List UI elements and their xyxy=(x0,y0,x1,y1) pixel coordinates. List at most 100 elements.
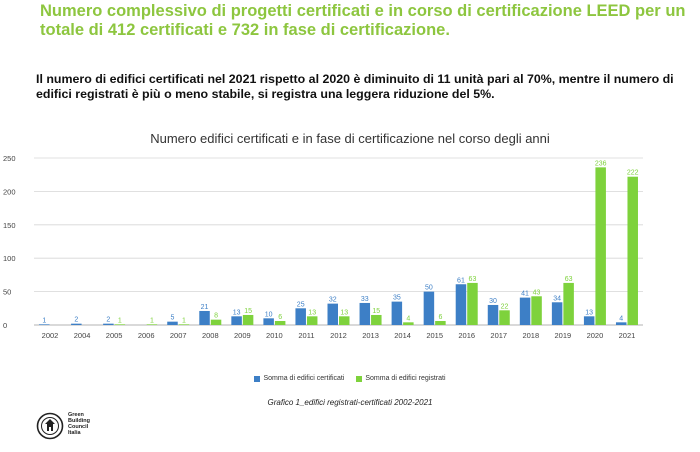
bar-registrati xyxy=(371,314,382,325)
bar-certificati xyxy=(71,323,82,325)
data-label-certificati: 1 xyxy=(42,317,46,324)
bar-registrati xyxy=(114,324,126,325)
x-tick-label: 2015 xyxy=(426,331,443,340)
data-label-registrati: 4 xyxy=(406,315,410,322)
bar-certificati xyxy=(583,316,595,325)
bar-registrati xyxy=(403,322,414,325)
bar-certificati xyxy=(167,321,178,325)
bar-registrati xyxy=(435,320,446,325)
data-label-certificati: 25 xyxy=(297,301,305,308)
bar-certificati xyxy=(391,301,403,325)
y-tick-label: 200 xyxy=(3,187,16,196)
data-label-registrati: 1 xyxy=(150,317,154,324)
data-label-registrati: 13 xyxy=(340,309,348,316)
y-tick-label: 100 xyxy=(3,254,16,263)
data-label-certificati: 13 xyxy=(233,309,241,316)
x-tick-label: 2012 xyxy=(330,331,347,340)
bar-registrati xyxy=(531,296,542,325)
bar-certificati xyxy=(359,302,371,325)
x-tick-label: 2006 xyxy=(138,331,155,340)
data-label-registrati: 222 xyxy=(627,170,639,177)
data-label-certificati: 4 xyxy=(619,315,623,322)
data-label-certificati: 32 xyxy=(329,297,337,304)
legend-swatch-certificati xyxy=(254,375,261,382)
bar-registrati xyxy=(563,282,574,325)
bar-certificati xyxy=(263,318,274,325)
data-label-registrati: 6 xyxy=(438,314,442,321)
y-tick-label: 0 xyxy=(3,321,7,330)
legend-item-registrati: Somma di edifici registrati xyxy=(356,375,446,382)
y-tick-label: 50 xyxy=(3,288,11,297)
data-label-registrati: 22 xyxy=(501,303,509,310)
x-tick-label: 2004 xyxy=(74,331,91,340)
data-label-registrati: 15 xyxy=(244,308,252,315)
bar-registrati xyxy=(339,316,350,325)
bar-certificati xyxy=(615,322,627,325)
bar-registrati xyxy=(178,324,190,325)
data-label-registrati: 8 xyxy=(214,313,218,320)
bar-certificati xyxy=(103,323,114,325)
x-tick-label: 2005 xyxy=(106,331,123,340)
bar-registrati xyxy=(210,319,222,325)
data-label-registrati: 236 xyxy=(595,160,607,167)
bar-certificati xyxy=(327,303,338,325)
data-label-certificati: 41 xyxy=(521,291,529,298)
data-label-certificati: 30 xyxy=(489,298,497,305)
headline: Numero complessivo di progetti certifica… xyxy=(40,2,686,39)
x-tick-label: 2021 xyxy=(619,331,636,340)
data-label-certificati: 2 xyxy=(74,317,78,324)
bar-certificati xyxy=(199,310,210,325)
data-label-certificati: 13 xyxy=(585,309,593,316)
x-tick-label: 2013 xyxy=(362,331,379,340)
data-label-certificati: 33 xyxy=(361,296,369,303)
bar-certificati xyxy=(455,284,467,325)
data-label-certificati: 5 xyxy=(171,315,175,322)
data-label-certificati: 21 xyxy=(201,304,209,311)
bar-registrati xyxy=(595,167,606,325)
bar-registrati xyxy=(146,324,158,325)
y-tick-label: 150 xyxy=(3,221,16,230)
bar-registrati xyxy=(242,314,254,325)
logo-text: Green Building Council Italia xyxy=(68,412,90,436)
bar-certificati xyxy=(231,316,242,325)
data-label-certificati: 10 xyxy=(265,311,273,318)
x-tick-label: 2014 xyxy=(394,331,411,340)
legend: Somma di edifici certificati Somma di ed… xyxy=(0,375,700,384)
y-tick-label: 250 xyxy=(3,154,16,163)
x-tick-label: 2002 xyxy=(42,331,59,340)
bar-certificati xyxy=(39,324,50,325)
data-label-certificati: 2 xyxy=(106,317,110,324)
bar-certificati xyxy=(295,308,306,325)
legend-item-certificati: Somma di edifici certificati xyxy=(254,375,344,382)
body-text: Il numero di edifici certificati nel 202… xyxy=(36,72,674,101)
x-tick-label: 2019 xyxy=(555,331,572,340)
bar-registrati xyxy=(306,316,318,325)
data-label-certificati: 61 xyxy=(457,277,465,284)
data-label-certificati: 50 xyxy=(425,285,433,292)
x-tick-label: 2018 xyxy=(522,331,539,340)
x-tick-label: 2007 xyxy=(170,331,187,340)
bar-certificati xyxy=(551,302,563,325)
x-tick-label: 2017 xyxy=(490,331,507,340)
data-label-registrati: 6 xyxy=(278,314,282,321)
data-label-registrati: 1 xyxy=(182,317,186,324)
data-label-registrati: 1 xyxy=(118,317,122,324)
x-tick-label: 2009 xyxy=(234,331,251,340)
gbc-italia-logo-icon xyxy=(36,412,64,440)
data-label-certificati: 34 xyxy=(553,295,561,302)
chart-caption: Grafico 1_edifici registrati-certificati… xyxy=(267,398,433,407)
bar-registrati xyxy=(627,176,638,325)
data-label-registrati: 63 xyxy=(565,276,573,283)
x-tick-label: 2011 xyxy=(298,331,314,340)
bar-registrati xyxy=(499,310,510,325)
bar-registrati xyxy=(467,282,478,325)
legend-label-certificati: Somma di edifici certificati xyxy=(263,375,345,382)
bar-certificati xyxy=(487,304,499,325)
data-label-registrati: 63 xyxy=(469,276,477,283)
data-label-registrati: 13 xyxy=(308,309,316,316)
x-tick-label: 2016 xyxy=(458,331,475,340)
data-label-registrati: 43 xyxy=(533,289,541,296)
bar-certificati xyxy=(519,297,531,325)
bar-certificati xyxy=(423,291,435,325)
